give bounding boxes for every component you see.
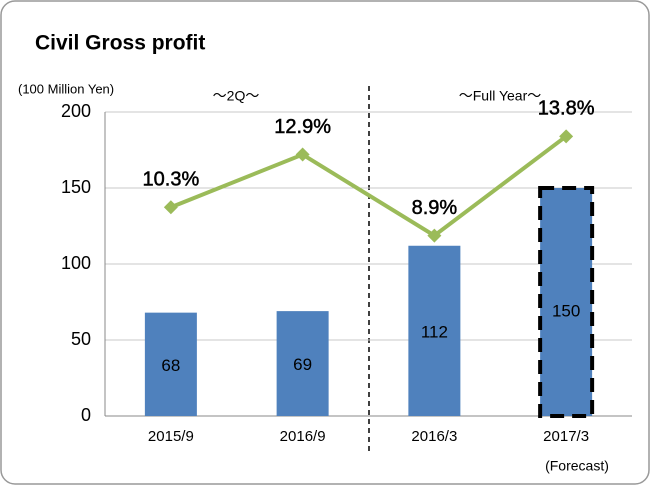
bar-label: 150 bbox=[552, 301, 580, 320]
y-tick-label: 100 bbox=[61, 253, 91, 273]
group-label: ～2Q～ bbox=[213, 88, 260, 104]
bar-label: 112 bbox=[421, 322, 448, 341]
bar bbox=[276, 311, 329, 416]
bar-label: 69 bbox=[293, 355, 312, 374]
group-label: ～Full Year～ bbox=[459, 88, 541, 104]
line-label: 8.9% bbox=[412, 197, 458, 219]
forecast-note: (Forecast) bbox=[545, 458, 609, 474]
y-tick-label: 200 bbox=[61, 101, 91, 121]
line bbox=[170, 134, 568, 239]
x-tick-label: 2017/3 bbox=[543, 428, 589, 445]
line-label: 12.9% bbox=[274, 116, 331, 138]
line-marker bbox=[295, 147, 310, 162]
line-marker bbox=[559, 129, 574, 144]
x-tick-label: 2016/9 bbox=[280, 428, 326, 445]
bar-label: 68 bbox=[161, 356, 180, 375]
line-label: 13.8% bbox=[538, 98, 595, 120]
bar bbox=[144, 312, 197, 416]
axis-label: (100 Million Yen) bbox=[18, 81, 114, 96]
y-tick-label: 0 bbox=[81, 405, 91, 425]
x-tick-label: 2016/3 bbox=[411, 428, 457, 445]
line-marker bbox=[427, 228, 442, 243]
bar bbox=[408, 245, 461, 416]
line-marker bbox=[163, 200, 178, 215]
bar bbox=[538, 186, 595, 418]
x-tick-label: 2015/9 bbox=[148, 428, 194, 445]
y-tick-label: 50 bbox=[71, 329, 91, 349]
y-tick-label: 150 bbox=[61, 177, 91, 197]
chart-title: Civil Gross profit bbox=[35, 32, 205, 55]
line-label: 10.3% bbox=[143, 169, 200, 191]
